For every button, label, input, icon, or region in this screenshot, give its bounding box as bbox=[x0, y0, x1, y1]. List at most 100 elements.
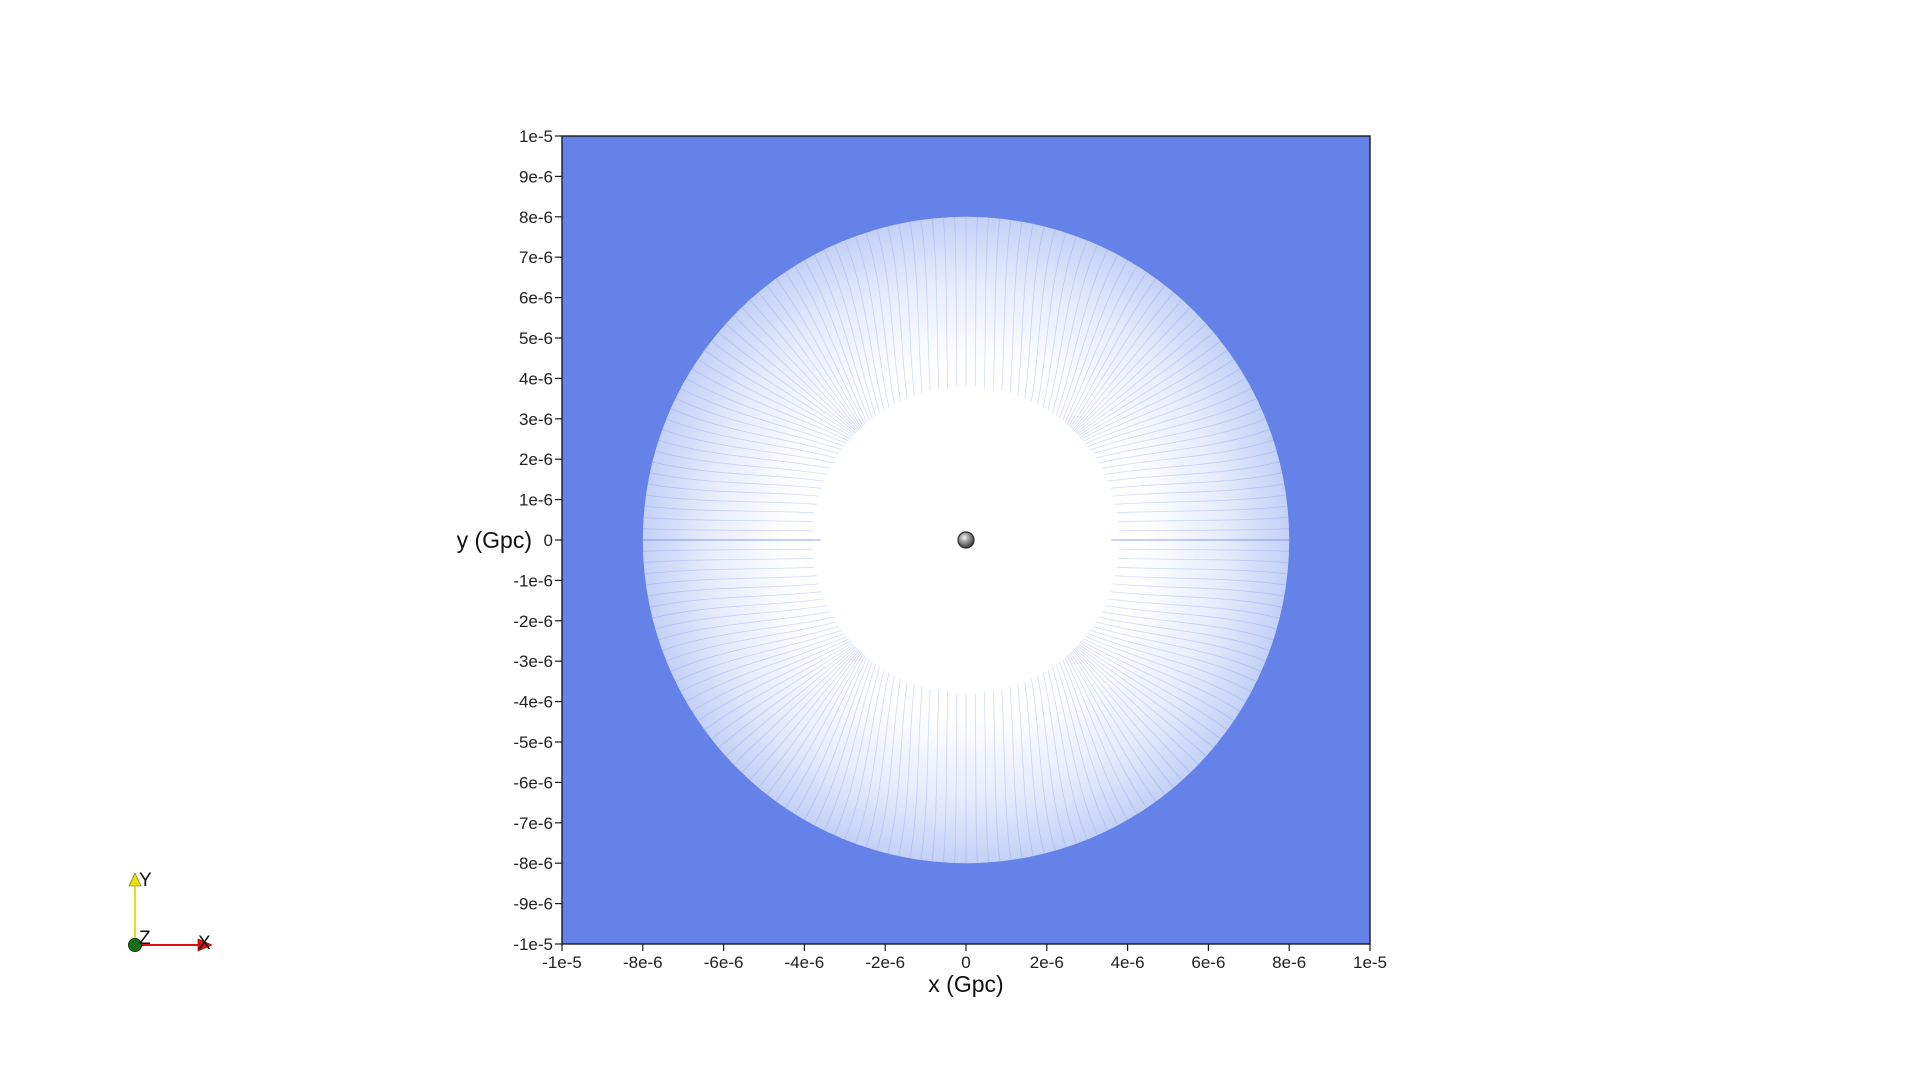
streamline bbox=[675, 629, 842, 683]
x-tick-label: 2e-6 bbox=[1030, 953, 1064, 972]
y-tick-label: 1e-5 bbox=[519, 127, 553, 146]
streamline bbox=[1055, 249, 1109, 416]
x-axis-title: x (Gpc) bbox=[928, 971, 1003, 997]
streamline bbox=[1090, 629, 1257, 683]
streamline bbox=[1078, 340, 1221, 436]
streamline bbox=[655, 605, 828, 630]
streamline bbox=[1085, 378, 1247, 444]
y-tick-label: -1e-6 bbox=[513, 571, 553, 590]
streamline bbox=[757, 651, 861, 788]
x-tick-label: -1e-5 bbox=[542, 953, 582, 972]
x-tick-label: -8e-6 bbox=[623, 953, 663, 972]
streamline bbox=[1062, 259, 1128, 421]
streamline bbox=[647, 583, 819, 597]
streamline bbox=[1113, 583, 1285, 597]
streamline bbox=[876, 678, 901, 851]
streamline bbox=[974, 216, 978, 387]
streamline bbox=[652, 598, 825, 619]
streamline bbox=[666, 621, 837, 662]
streamline bbox=[645, 494, 817, 505]
streamline bbox=[876, 229, 901, 402]
triad-z-label: Z bbox=[139, 928, 151, 949]
streamline bbox=[983, 217, 989, 388]
orientation-axes-widget: Y Z X bbox=[128, 870, 213, 954]
streamline bbox=[1074, 647, 1199, 765]
triad-y-label: Y bbox=[139, 870, 152, 891]
streamline bbox=[1118, 557, 1289, 563]
streamline bbox=[844, 240, 885, 411]
streamline bbox=[685, 636, 847, 702]
streamline bbox=[1074, 315, 1199, 433]
y-tick-label: -8e-6 bbox=[513, 854, 553, 873]
streamline bbox=[1072, 299, 1183, 431]
streamline bbox=[1119, 528, 1290, 532]
streamline bbox=[711, 340, 854, 436]
streamline bbox=[865, 675, 895, 848]
streamline bbox=[1107, 461, 1280, 482]
streamline bbox=[1115, 575, 1287, 586]
streamline bbox=[749, 299, 860, 431]
streamline bbox=[649, 591, 822, 608]
x-tick-label: -4e-6 bbox=[785, 953, 825, 972]
streamline bbox=[1098, 616, 1270, 651]
streamline bbox=[943, 692, 949, 863]
streamline bbox=[887, 681, 908, 854]
streamline bbox=[704, 642, 853, 731]
streamline bbox=[766, 652, 862, 795]
streamline bbox=[898, 223, 915, 396]
streamline bbox=[1066, 271, 1148, 425]
x-tick-label: -6e-6 bbox=[704, 953, 744, 972]
streamline bbox=[680, 387, 845, 447]
streamline bbox=[733, 647, 858, 765]
streamline bbox=[909, 687, 923, 859]
streamline bbox=[733, 315, 858, 433]
x-axis: -1e-5 -8e-6 -6e-6 -4e-6 -2e-6 0 2e-6 4e-6 6e-6 8e… bbox=[542, 944, 1387, 972]
streamline bbox=[666, 418, 837, 459]
streamline bbox=[1098, 429, 1270, 464]
y-tick-label: 5e-6 bbox=[519, 329, 553, 348]
streamline bbox=[1071, 651, 1175, 788]
streamline bbox=[1083, 368, 1241, 442]
streamline bbox=[1062, 659, 1128, 821]
streamline bbox=[1083, 638, 1241, 712]
streamline bbox=[704, 349, 853, 438]
x-tick-label: -2e-6 bbox=[865, 953, 905, 972]
streamline bbox=[1104, 605, 1277, 630]
streamline bbox=[645, 575, 817, 586]
x-tick-label: 6e-6 bbox=[1191, 953, 1225, 972]
y-tick-label: -5e-6 bbox=[513, 733, 553, 752]
y-tick-label: 8e-6 bbox=[519, 208, 553, 227]
streamline bbox=[1001, 219, 1012, 391]
streamline bbox=[647, 483, 819, 497]
streamline bbox=[775, 278, 864, 427]
y-tick-label: -9e-6 bbox=[513, 895, 553, 914]
streamline bbox=[794, 657, 868, 815]
streamline bbox=[844, 669, 885, 840]
streamline bbox=[983, 692, 989, 863]
streamline bbox=[1071, 292, 1175, 429]
streamline bbox=[1087, 633, 1252, 693]
streamline bbox=[697, 358, 851, 440]
streamline bbox=[766, 285, 862, 428]
streamline bbox=[741, 648, 859, 773]
streamline bbox=[1104, 450, 1277, 475]
streamline bbox=[697, 640, 851, 722]
streamline bbox=[1024, 681, 1045, 854]
triad-x-arrow-icon bbox=[197, 938, 213, 952]
streamline bbox=[725, 646, 857, 757]
triad-z-origin-icon bbox=[128, 938, 142, 952]
streamline bbox=[718, 645, 855, 749]
streamline bbox=[931, 218, 940, 389]
streamline bbox=[855, 672, 890, 844]
streamline bbox=[691, 638, 849, 712]
streamline bbox=[855, 236, 890, 408]
streamline bbox=[741, 307, 859, 432]
streamline bbox=[823, 664, 877, 831]
streamline bbox=[1095, 621, 1266, 662]
streamline bbox=[834, 244, 880, 414]
x-tick-label: 8e-6 bbox=[1272, 953, 1306, 972]
streamline bbox=[725, 323, 857, 434]
streamline bbox=[823, 249, 877, 416]
